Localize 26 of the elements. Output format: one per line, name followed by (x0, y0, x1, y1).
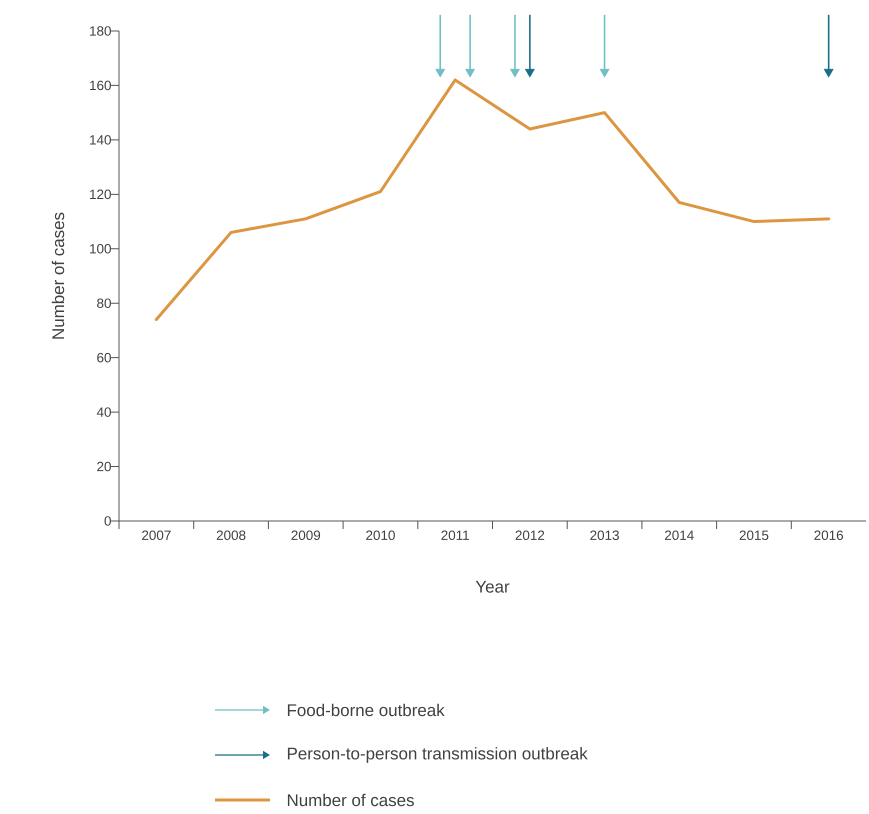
y-tick-label: 160 (90, 80, 111, 90)
y-tick-label: 180 (90, 26, 111, 36)
y-tick-label: 100 (90, 244, 111, 254)
x-tick-label: 2013 (590, 530, 619, 540)
x-tick-label: 2008 (216, 530, 246, 540)
x-axis-title: Year (476, 580, 510, 593)
x-tick-label: 2007 (142, 530, 171, 540)
x-tick-label: 2010 (366, 530, 395, 540)
x-tick-label: 2015 (740, 530, 768, 540)
x-tick-label: 2012 (516, 530, 544, 540)
y-tick-label: 40 (96, 407, 111, 417)
y-tick-label: 80 (97, 298, 111, 308)
y-tick-label: 140 (90, 135, 111, 145)
legend-label: Number of cases (288, 794, 414, 806)
legend-label: Person-to-person transmission outbreak (288, 747, 588, 763)
legend-label: Food-borne outbreak (288, 704, 445, 716)
x-tick-label: 2016 (814, 530, 844, 540)
x-tick-label: 2014 (664, 530, 694, 540)
y-tick-label: 120 (90, 190, 111, 200)
x-tick-label: 2009 (291, 530, 320, 540)
x-tick-label: 2011 (441, 530, 469, 540)
y-tick-label: 60 (97, 352, 111, 362)
y-tick-label: 20 (97, 462, 111, 472)
y-axis-title: Number of cases (52, 212, 64, 339)
line-series (154, 78, 830, 322)
y-tick-label: 0 (104, 516, 111, 526)
